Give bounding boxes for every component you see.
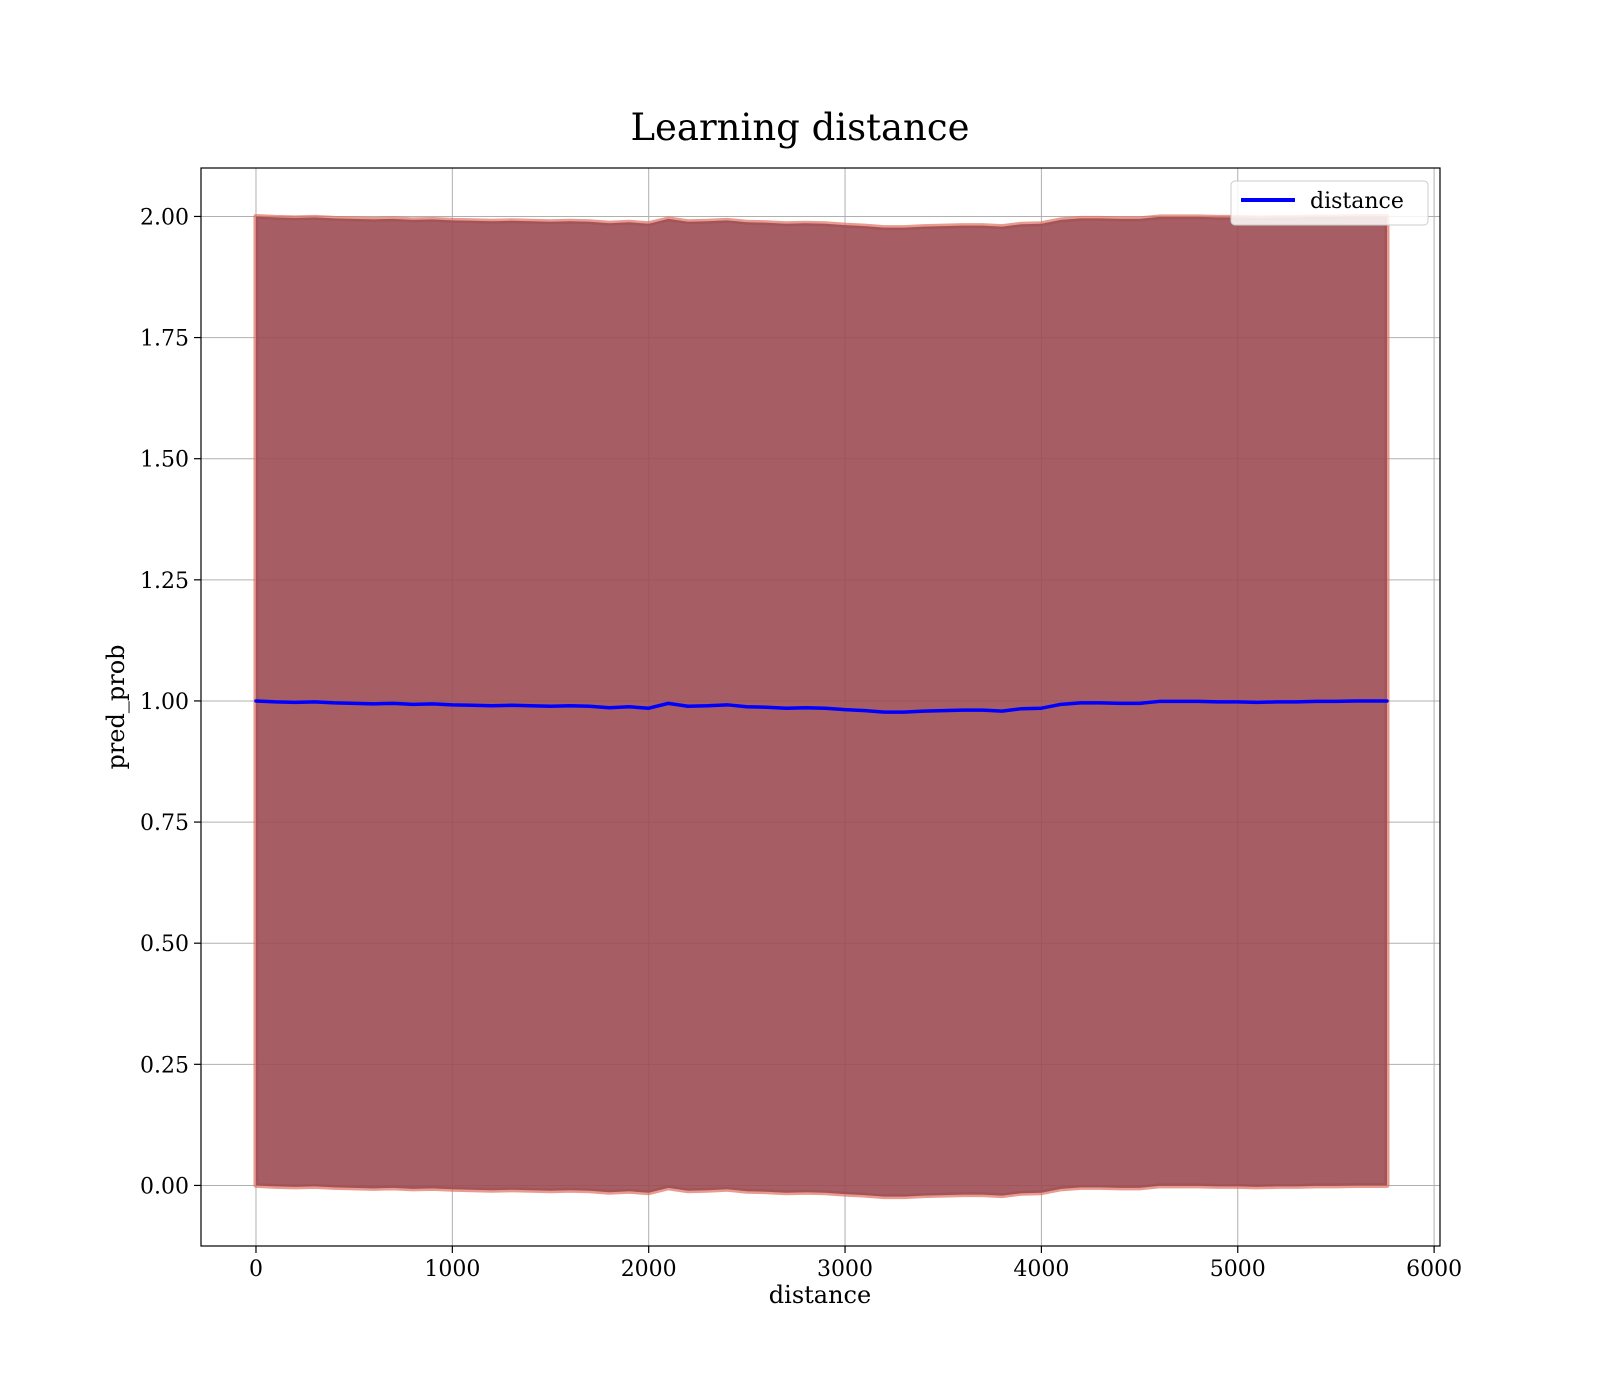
y-tick-label: 1.00 — [140, 690, 189, 715]
x-tick-label: 0 — [249, 1257, 263, 1282]
x-tick-label: 1000 — [424, 1257, 480, 1282]
y-tick-label: 0.00 — [140, 1174, 189, 1199]
y-tick-label: 0.25 — [140, 1053, 189, 1078]
x-tick-label: 6000 — [1406, 1257, 1462, 1282]
y-tick-label: 2.00 — [140, 205, 189, 230]
legend-box — [1230, 180, 1429, 226]
y-tick-label: 1.50 — [140, 448, 189, 473]
y-axis-label: pred_prob — [102, 644, 130, 769]
y-tick-label: 1.75 — [140, 327, 189, 352]
legend-entry-label: distance — [1310, 189, 1404, 214]
x-axis-label: distance — [769, 1281, 871, 1309]
x-tick-label: 2000 — [621, 1257, 677, 1282]
legend: distance — [1230, 180, 1429, 226]
y-tick-label: 0.75 — [140, 811, 189, 836]
y-tick-label: 0.50 — [140, 932, 189, 957]
x-tick-label: 4000 — [1013, 1257, 1069, 1282]
y-tick-label: 1.25 — [140, 569, 189, 594]
plot-frame — [200, 167, 1441, 1247]
chart-title: Learning distance — [630, 106, 969, 149]
y-axis: 0.00 0.25 0.50 0.75 1.00 1.25 1.50 1.75 2.00 — [140, 205, 201, 1199]
x-axis: 0 1000 2000 3000 4000 5000 6000 — [249, 1246, 1462, 1282]
data-series — [254, 699, 1389, 714]
x-tick-label: 5000 — [1210, 1257, 1266, 1282]
x-tick-label: 3000 — [817, 1257, 873, 1282]
series-line-distance — [254, 699, 1389, 714]
